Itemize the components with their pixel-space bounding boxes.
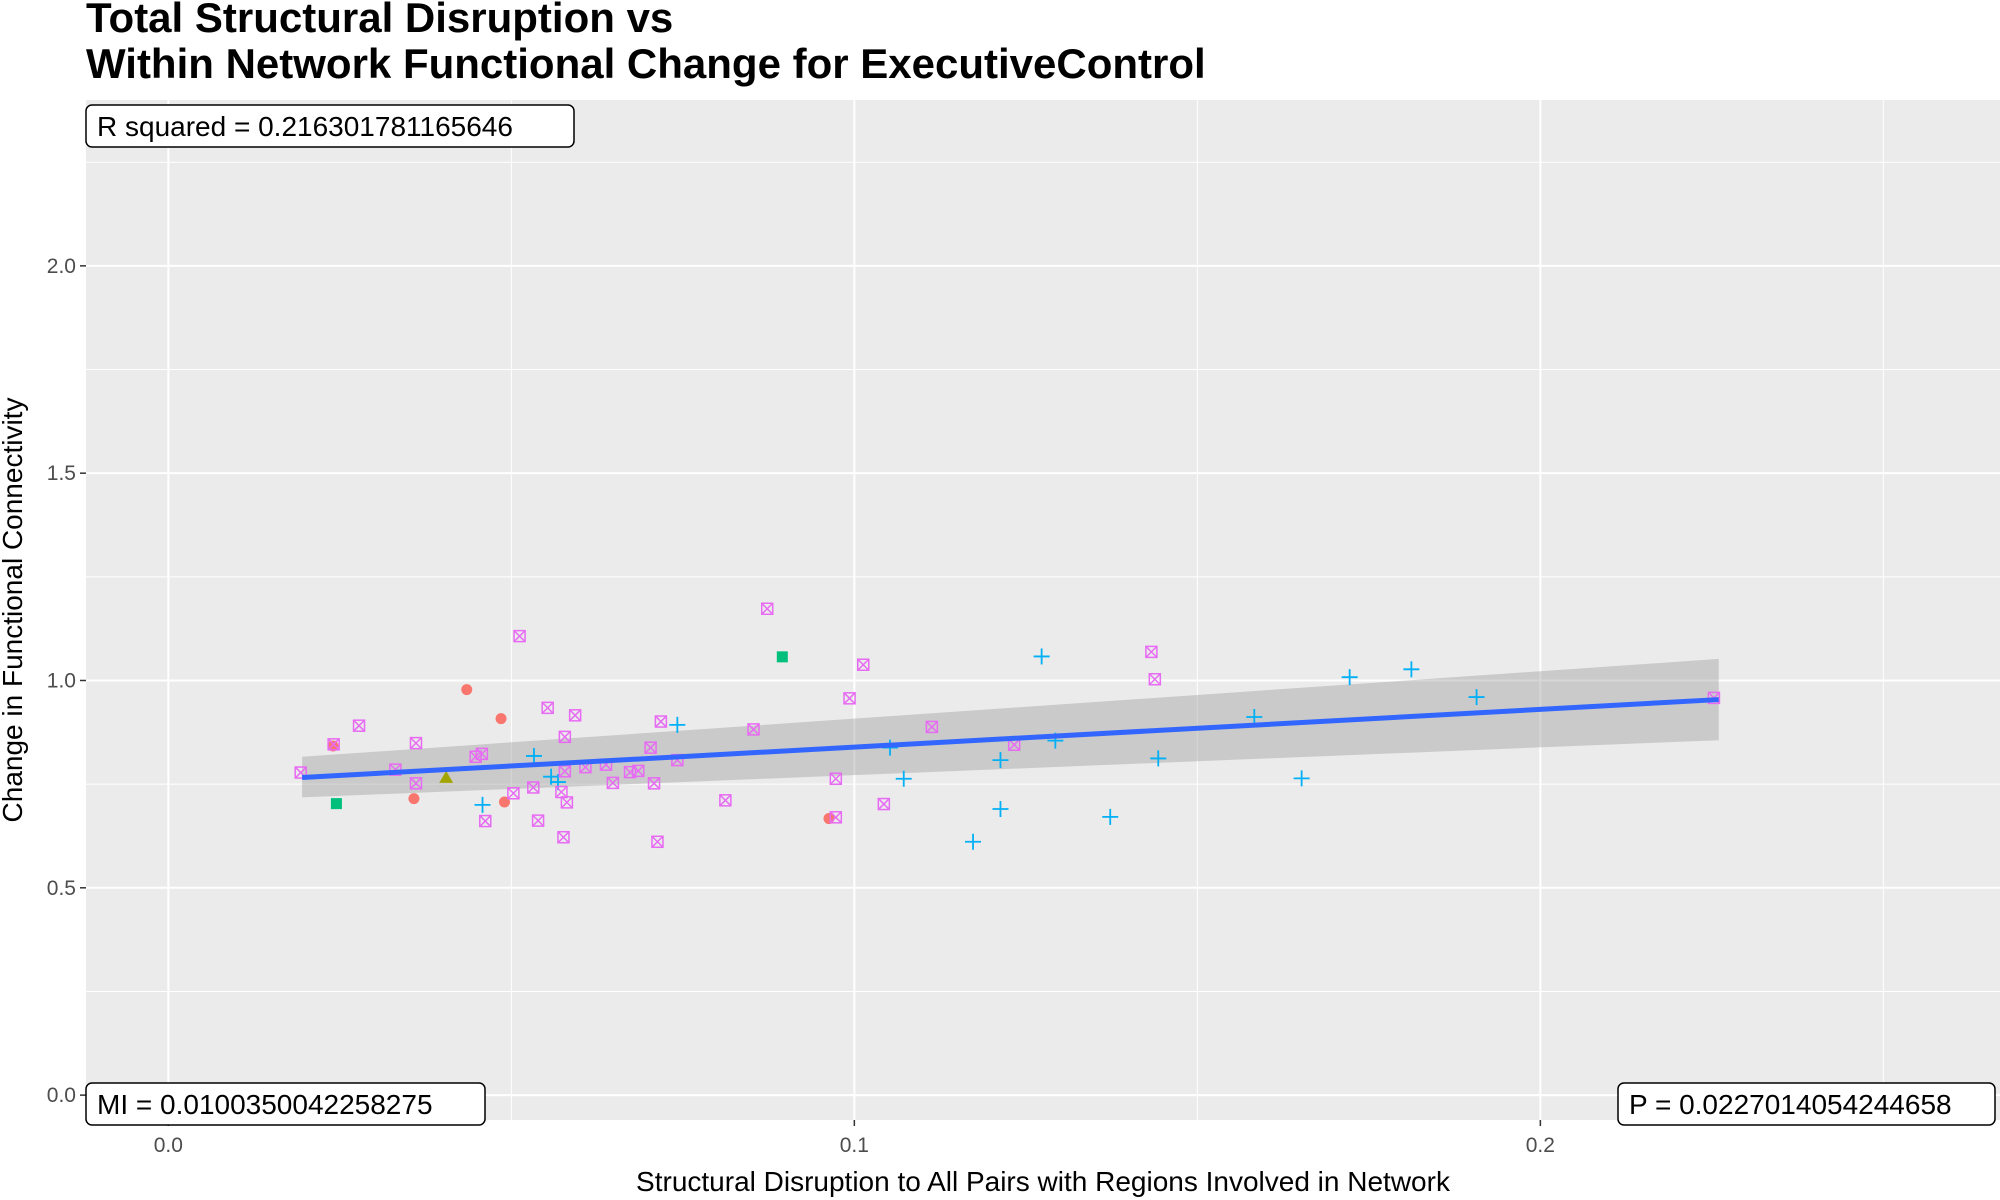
- chart-title-line-1: Total Structural Disruption vs: [86, 0, 673, 41]
- point-boxtimes: [857, 658, 870, 671]
- point-boxtimes: [644, 741, 657, 754]
- point-boxtimes: [1148, 672, 1162, 686]
- point-boxtimes: [527, 781, 540, 794]
- point-boxtimes: [829, 811, 843, 824]
- point-boxtimes: [352, 719, 366, 732]
- point-circle: [461, 684, 473, 696]
- point-plus: [1102, 808, 1119, 825]
- point-plus: [1468, 689, 1485, 706]
- point-square: [330, 798, 342, 810]
- point-boxtimes: [479, 814, 492, 828]
- point-boxtimes: [829, 772, 843, 786]
- x-axis-title: Structural Disruption to All Pairs with …: [636, 1166, 1451, 1197]
- point-boxtimes: [1145, 645, 1158, 659]
- y-axis-title: Change in Functional Connectivity: [0, 398, 28, 823]
- x-tick-label: 0.1: [840, 1134, 869, 1157]
- point-plus: [669, 716, 686, 733]
- point-boxtimes: [475, 747, 489, 761]
- point-boxtimes: [747, 723, 760, 736]
- point-plus: [474, 796, 491, 813]
- point-triangle: [439, 770, 454, 783]
- point-boxtimes: [719, 794, 732, 807]
- y-tick-label: 1.5: [47, 462, 76, 485]
- point-boxtimes: [558, 765, 572, 778]
- y-tick-label: 1.0: [47, 669, 76, 692]
- mi-text: MI = 0.0100350042258275: [97, 1089, 433, 1120]
- regression-line-path: [301, 697, 1719, 781]
- point-square: [776, 651, 788, 663]
- point-boxtimes: [651, 835, 664, 849]
- point-boxtimes: [647, 777, 661, 790]
- point-boxtimes: [558, 730, 572, 744]
- point-plus: [1150, 750, 1167, 767]
- r-squared-annotation: R squared = 0.216301781165646: [85, 104, 575, 148]
- x-tick-label: 0.0: [154, 1134, 183, 1157]
- y-tick-label: 0.5: [47, 877, 76, 900]
- confidence-band-area: [302, 658, 1719, 798]
- point-plus: [1033, 648, 1050, 665]
- point-plus: [549, 774, 566, 791]
- y-tick-label: 2.0: [47, 255, 76, 278]
- point-boxtimes: [654, 715, 668, 728]
- x-tick-label: 0.2: [1526, 1134, 1555, 1157]
- point-boxtimes: [409, 777, 423, 790]
- regression-line: [301, 697, 1719, 781]
- point-boxtimes: [877, 797, 891, 811]
- mi-annotation: MI = 0.0100350042258275: [85, 1082, 486, 1126]
- point-plus: [525, 747, 542, 764]
- point-circle: [495, 713, 507, 725]
- minor-gridlines: [86, 100, 2000, 1120]
- point-boxtimes: [631, 764, 645, 778]
- point-plus: [992, 801, 1009, 818]
- point-boxtimes: [409, 736, 423, 750]
- confidence-band: [302, 658, 1719, 798]
- p-value-text: P = 0.0227014054244658: [1629, 1089, 1952, 1120]
- point-boxtimes: [557, 830, 570, 844]
- point-boxtimes: [925, 720, 939, 734]
- point-boxtimes: [531, 814, 545, 827]
- point-plus: [965, 833, 982, 850]
- point-boxtimes: [760, 602, 774, 616]
- r-squared-box: [85, 104, 575, 148]
- point-boxtimes: [327, 738, 340, 751]
- axes-ticks: 0.0 0.1 0.2 0.0 0.5 1.0 1.5 2.0: [47, 255, 1555, 1157]
- p-value-annotation: P = 0.0227014054244658: [1617, 1082, 1996, 1126]
- point-plus: [992, 752, 1009, 769]
- chart-title-line-2: Within Network Functional Change for Exe…: [86, 40, 1206, 87]
- point-boxtimes: [560, 796, 574, 809]
- point-plus: [1341, 669, 1358, 686]
- point-boxtimes: [606, 776, 620, 790]
- point-boxtimes: [513, 629, 526, 643]
- point-boxtimes: [843, 692, 856, 705]
- point-plus: [895, 770, 912, 787]
- p-value-box: [1617, 1082, 1996, 1126]
- r-squared-text: R squared = 0.216301781165646: [97, 111, 513, 142]
- point-boxtimes: [568, 709, 582, 722]
- mi-box: [85, 1082, 486, 1126]
- point-circle: [408, 793, 420, 805]
- y-tick-label: 0.0: [47, 1084, 76, 1107]
- plot-panel: [86, 100, 2000, 1120]
- point-plus: [1293, 770, 1310, 787]
- point-boxtimes: [541, 701, 554, 715]
- point-plus: [1246, 708, 1263, 725]
- point-plus: [1403, 661, 1420, 678]
- point-boxtimes: [507, 787, 520, 800]
